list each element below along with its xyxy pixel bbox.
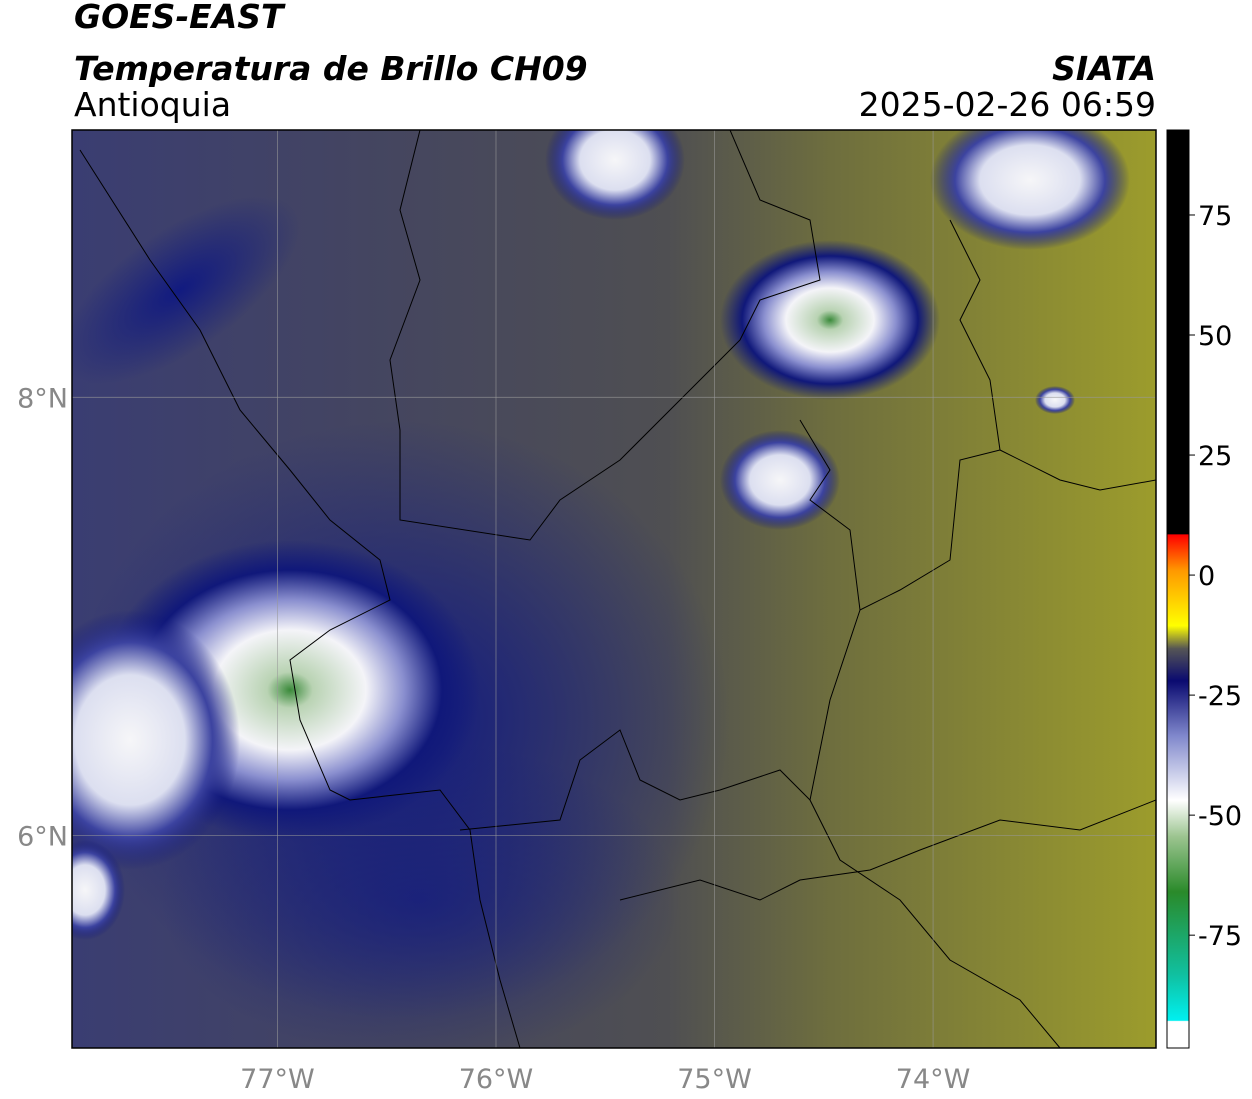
- lon-label: 77°W: [240, 1064, 315, 1095]
- colorbar: [1166, 129, 1190, 1049]
- lon-label: 76°W: [459, 1064, 534, 1095]
- colorbar-tick-label: -75: [1198, 921, 1242, 952]
- lat-label: 8°N: [17, 383, 68, 414]
- satellite-image: [72, 130, 1156, 1048]
- colorbar-tick-label: 50: [1198, 321, 1232, 352]
- colorbar-tick-label: -25: [1198, 681, 1242, 712]
- graticule: [72, 130, 1156, 1048]
- map-frame: [71, 129, 1157, 1049]
- lat-label: 6°N: [17, 821, 68, 852]
- region: Antioquia: [74, 85, 231, 124]
- colorbar-tick-label: 75: [1198, 201, 1232, 232]
- lon-label: 75°W: [677, 1064, 752, 1095]
- colorbar-tick-label: 25: [1198, 441, 1232, 472]
- timestamp: 2025-02-26 06:59: [859, 85, 1156, 124]
- subtitle: Temperatura de Brillo CH09: [74, 49, 588, 88]
- lon-label: 74°W: [896, 1064, 971, 1095]
- source: SIATA: [1052, 49, 1156, 88]
- colorbar-tick-label: 0: [1198, 561, 1215, 592]
- title: GOES-EAST: [74, 0, 286, 36]
- colorbar-tick-label: -50: [1198, 801, 1242, 832]
